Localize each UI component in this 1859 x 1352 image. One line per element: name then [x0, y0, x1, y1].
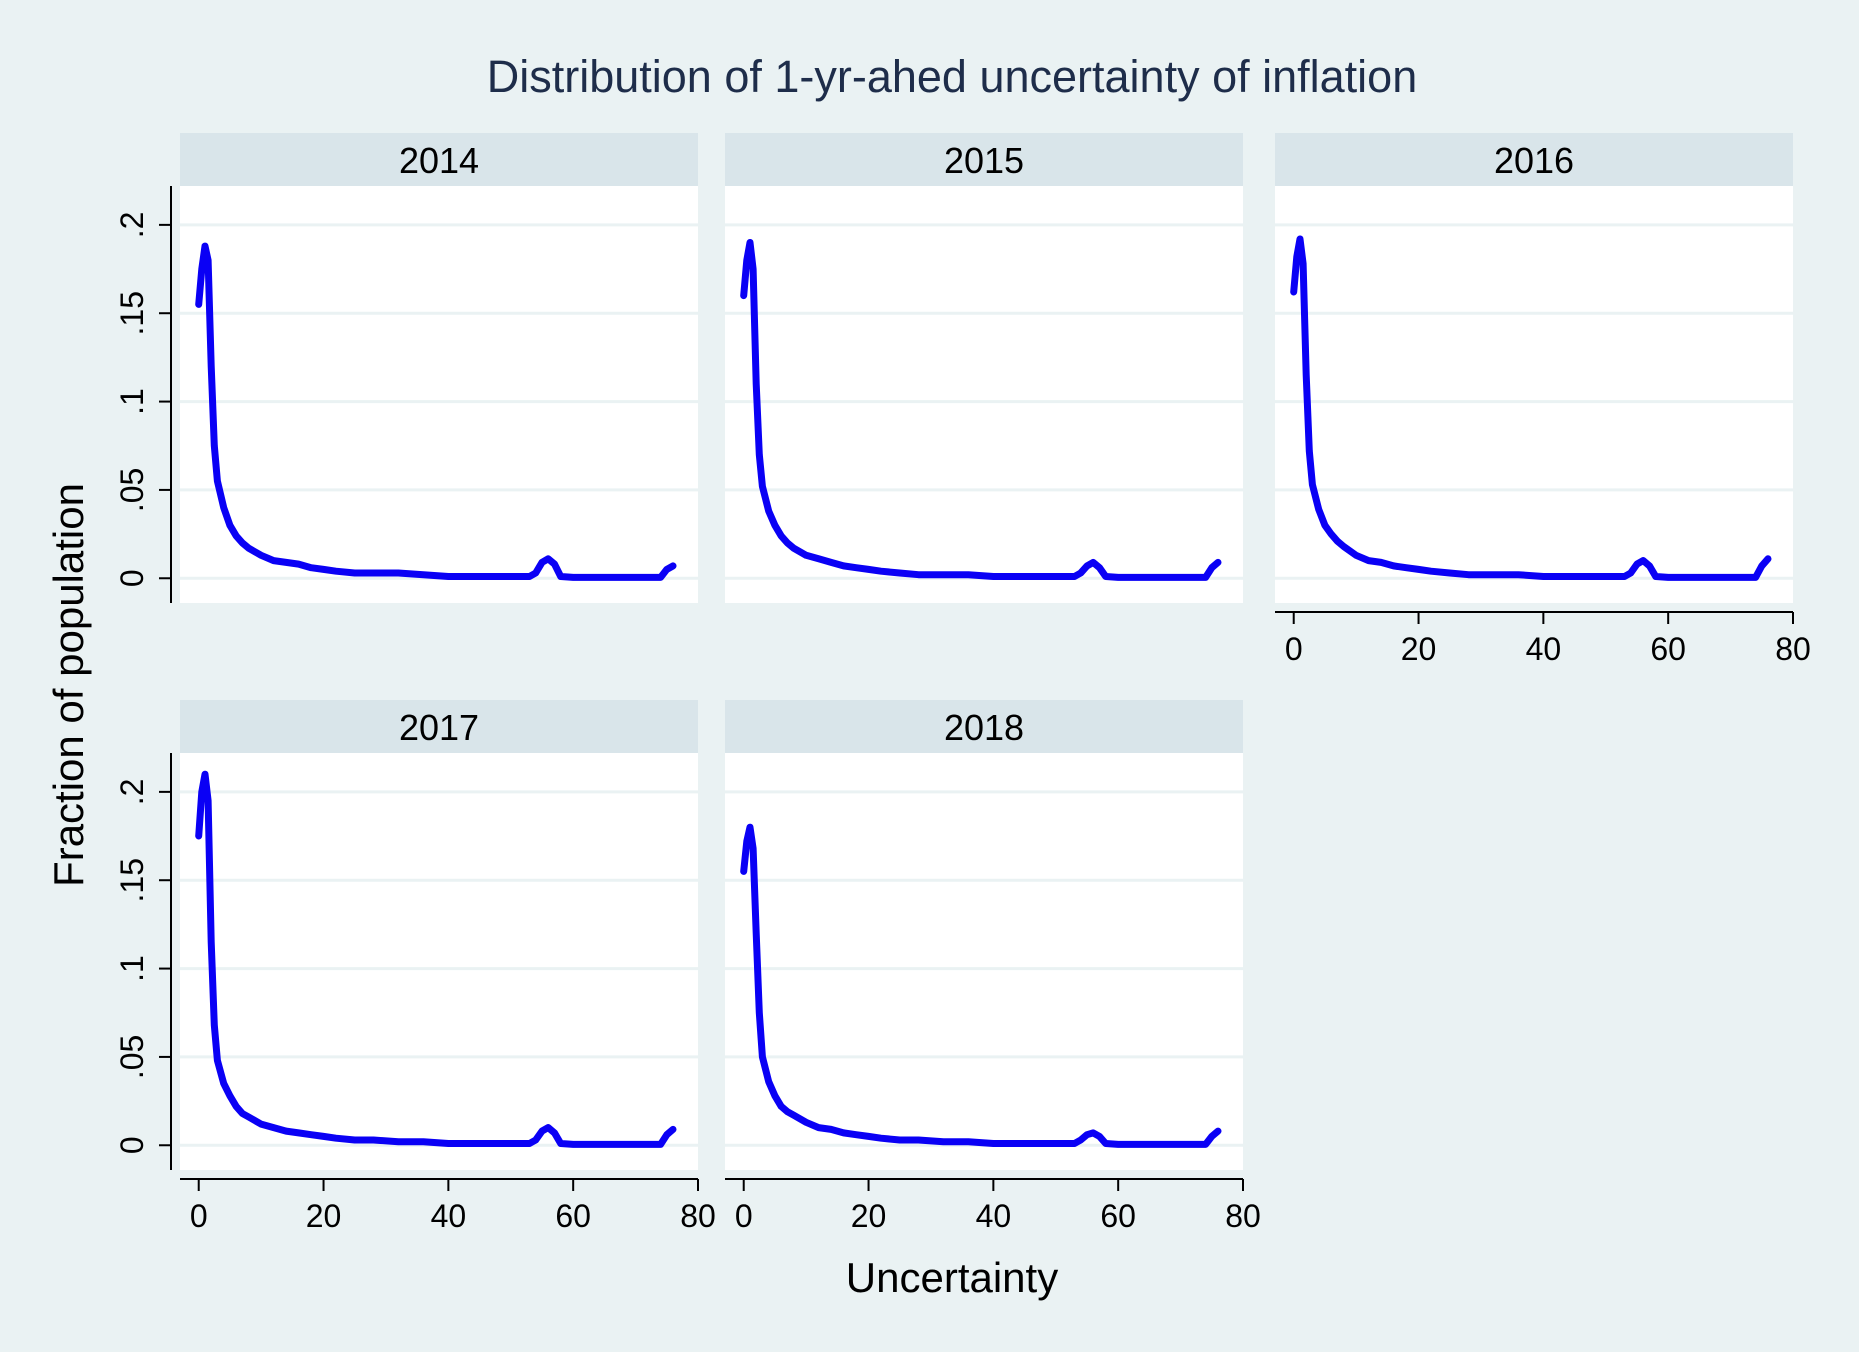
x-tick-label: 0: [1285, 631, 1303, 667]
x-axis-label: Uncertainty: [846, 1254, 1058, 1301]
plot-area: [180, 186, 698, 603]
plot-area: [180, 753, 698, 1170]
panel-title: 2015: [944, 140, 1024, 181]
x-tick-label: 60: [555, 1198, 591, 1234]
y-tick-label: .2: [114, 779, 150, 806]
panel-2016: 2016 0 20 40 60 80: [1275, 133, 1811, 667]
panel-title: 2014: [399, 140, 479, 181]
x-tick-label: 0: [735, 1198, 753, 1234]
plot-area: [725, 186, 1243, 603]
panel-header: [180, 133, 698, 186]
y-tick-label: .05: [114, 1035, 150, 1079]
y-tick-label: .1: [114, 955, 150, 982]
x-tick-label: 80: [1225, 1198, 1261, 1234]
y-tick-label: 0: [114, 569, 150, 587]
panel-2017: 2017 0 .05 .1 .15 .2 0 20 40 60 80: [114, 700, 716, 1234]
series-line-2016: [1290, 235, 1772, 581]
x-tick-label: 40: [431, 1198, 467, 1234]
x-tick-label: 40: [1526, 631, 1562, 667]
series-line-2018: [740, 823, 1222, 1148]
y-axis-label: Fraction of population: [45, 483, 92, 887]
x-tick-label: 80: [1775, 631, 1811, 667]
panel-title: 2016: [1494, 140, 1574, 181]
y-tick-label: .15: [114, 858, 150, 902]
panels: 2014 0 .05 .1 .15 .2 2015 2016 0 20 40 60 80 2017 0 .05…: [114, 133, 1811, 1234]
x-tick-label: 20: [306, 1198, 342, 1234]
panel-header: [1275, 133, 1793, 186]
panel-header: [725, 700, 1243, 753]
panel-2014: 2014 0 .05 .1 .15 .2: [114, 133, 698, 603]
x-tick-label: 20: [1401, 631, 1437, 667]
y-tick-label: .1: [114, 388, 150, 415]
x-tick-label: 20: [851, 1198, 887, 1234]
panel-2015: 2015: [725, 133, 1243, 603]
x-tick-label: 60: [1650, 631, 1686, 667]
panel-2018: 2018 0 20 40 60 80: [725, 700, 1261, 1234]
plot-area: [725, 753, 1243, 1170]
panel-title: 2017: [399, 707, 479, 748]
panel-header: [725, 133, 1243, 186]
panel-header: [180, 700, 698, 753]
x-tick-label: 40: [976, 1198, 1012, 1234]
y-tick-label: .05: [114, 468, 150, 512]
panel-title: 2018: [944, 707, 1024, 748]
y-tick-label: .15: [114, 291, 150, 335]
series-line-2014: [195, 242, 677, 581]
series-line-2017: [195, 770, 677, 1148]
y-tick-label: 0: [114, 1136, 150, 1154]
chart-title: Distribution of 1-yr-ahed uncertainty of…: [487, 51, 1417, 102]
x-tick-label: 0: [190, 1198, 208, 1234]
x-tick-label: 80: [680, 1198, 716, 1234]
x-tick-label: 60: [1100, 1198, 1136, 1234]
y-tick-label: .2: [114, 212, 150, 239]
plot-area: [1275, 186, 1793, 603]
series-line-2015: [740, 239, 1222, 581]
